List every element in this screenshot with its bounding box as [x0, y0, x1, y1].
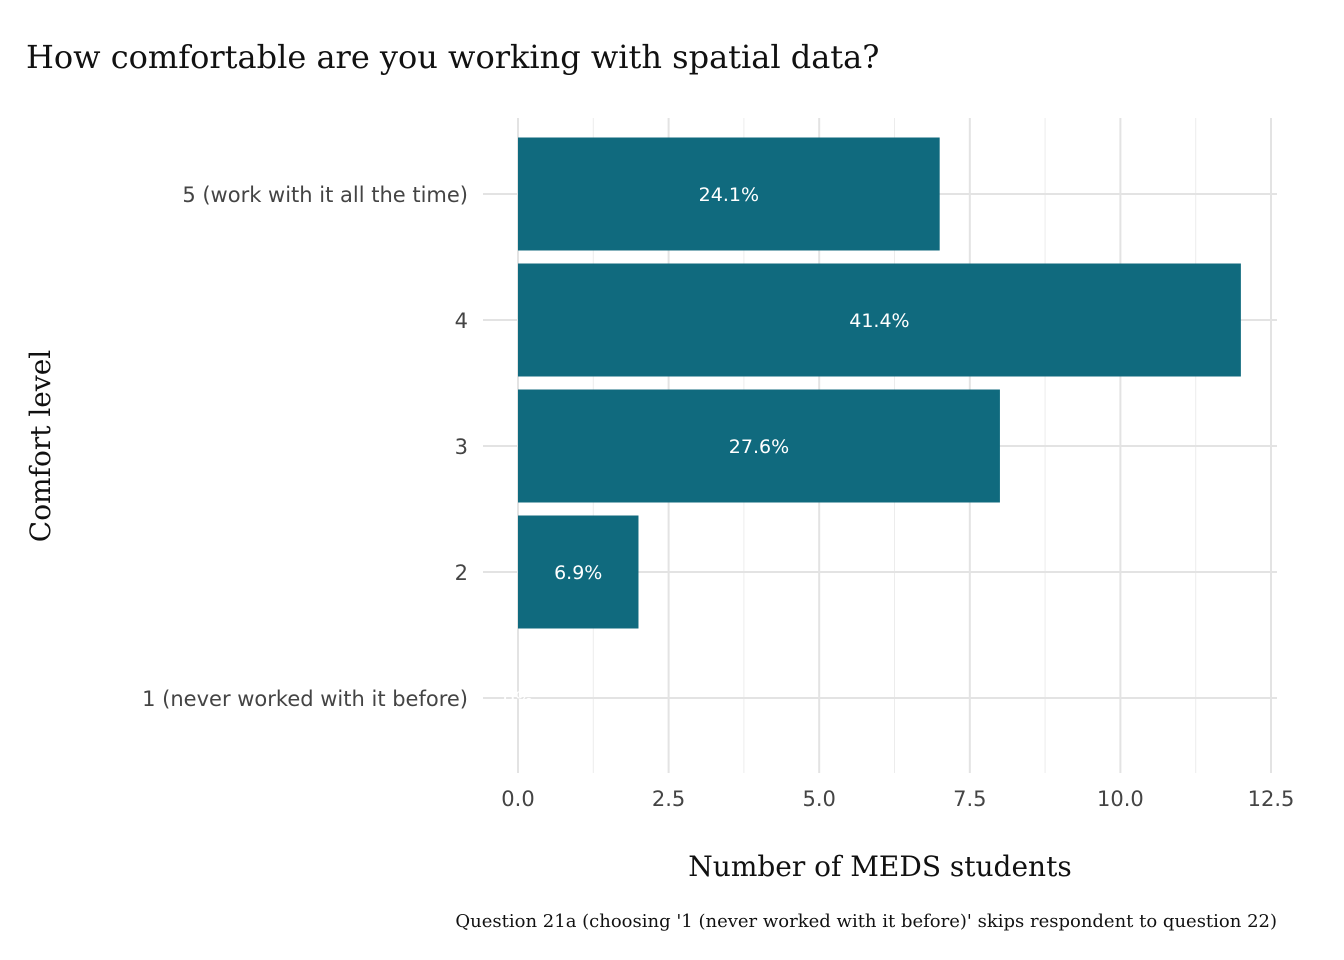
bar-data-label: 24.1% [699, 184, 759, 206]
bar [518, 515, 639, 629]
x-tick-label: 7.5 [953, 787, 986, 811]
x-tick-label: 0.0 [501, 787, 534, 811]
y-tick-label: 5 (work with it all the time) [182, 183, 468, 207]
bar-data-label: 0% [503, 688, 533, 710]
bar-data-label: 6.9% [554, 562, 602, 584]
chart-title: How comfortable are you working with spa… [26, 38, 879, 76]
y-tick-label: 2 [455, 561, 468, 585]
x-tick-label: 12.5 [1248, 787, 1295, 811]
y-axis-title: Comfort level [24, 350, 57, 543]
caption: Question 21a (choosing '1 (never worked … [455, 911, 1277, 932]
bar-data-label: 41.4% [849, 310, 909, 332]
x-tick-label: 10.0 [1097, 787, 1144, 811]
bar-data-label: 27.6% [729, 436, 789, 458]
bar [518, 389, 1000, 503]
bar [518, 263, 1241, 377]
y-tick-label: 4 [455, 309, 468, 333]
x-tick-label: 2.5 [652, 787, 685, 811]
x-axis-title: Number of MEDS students [688, 850, 1071, 883]
y-tick-label: 3 [455, 435, 468, 459]
bar [518, 137, 940, 251]
y-tick-label: 1 (never worked with it before) [142, 687, 468, 711]
x-tick-label: 5.0 [802, 787, 835, 811]
